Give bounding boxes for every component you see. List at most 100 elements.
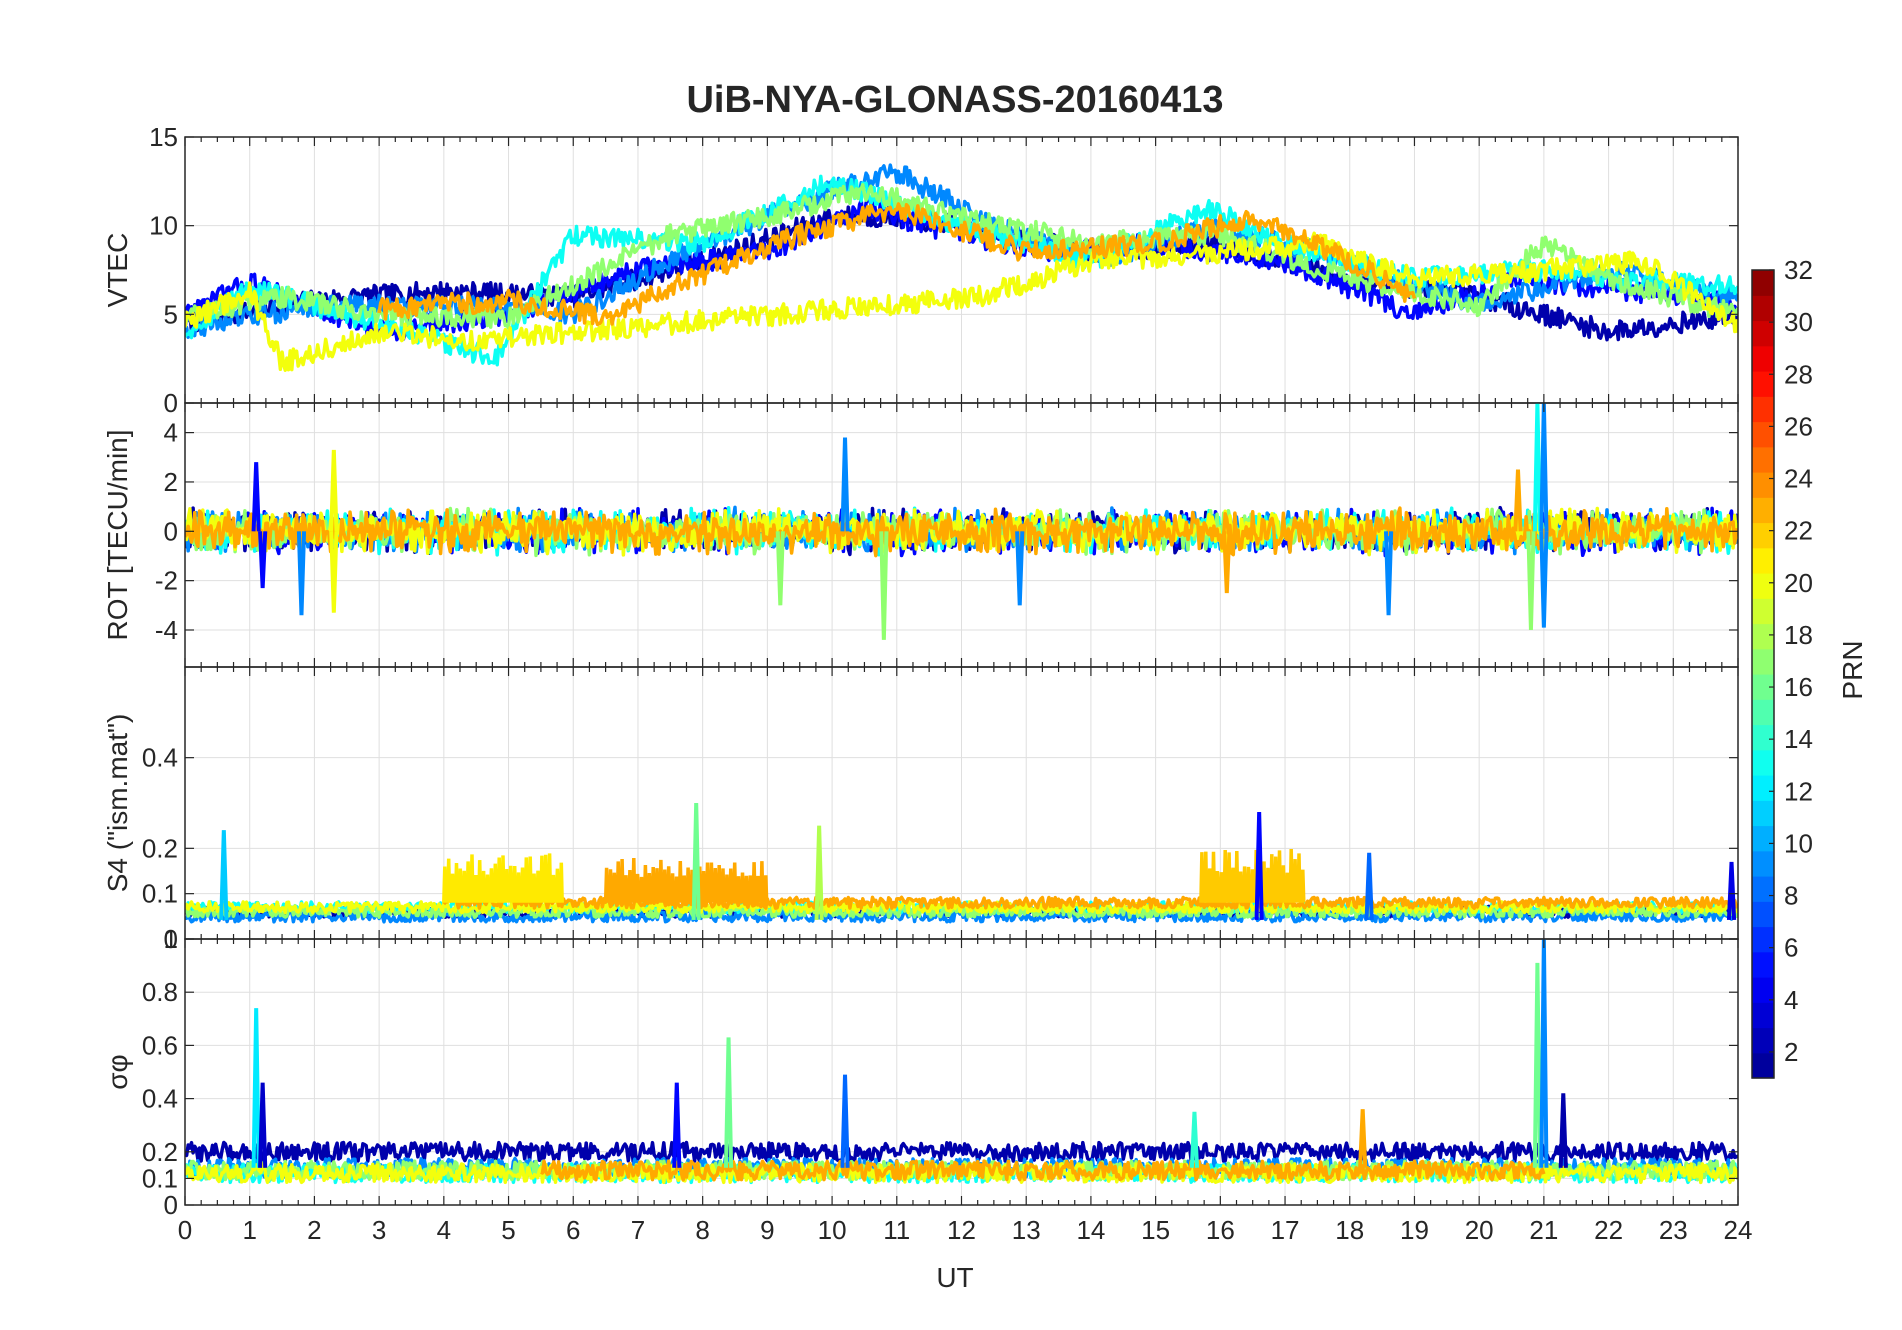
spike-trace xyxy=(1539,531,1549,628)
colorbar-segment xyxy=(1752,825,1774,852)
y-tick-label: 0 xyxy=(164,516,178,546)
x-tick-label: 13 xyxy=(1012,1215,1041,1245)
colorbar-tick-label: 2 xyxy=(1784,1037,1798,1067)
colorbar-segment xyxy=(1752,749,1774,776)
colorbar-segment xyxy=(1752,270,1774,296)
y-axis-label: S4 ("ism.mat") xyxy=(102,714,133,893)
y-tick-label: 0.1 xyxy=(142,879,178,909)
colorbar-tick-label: 14 xyxy=(1784,724,1813,754)
y-axis-label: ROT [TECU/min] xyxy=(102,429,133,640)
colorbar-segment xyxy=(1752,977,1774,1003)
burst-trace xyxy=(442,853,564,903)
spike-trace xyxy=(251,1008,261,1168)
x-tick-label: 12 xyxy=(947,1215,976,1245)
spike-trace xyxy=(879,531,889,640)
colorbar-tick-label: 28 xyxy=(1784,359,1813,389)
colorbar-segment xyxy=(1752,598,1774,625)
colorbar-tick-label: 4 xyxy=(1784,985,1798,1015)
spike-trace xyxy=(1015,531,1025,606)
colorbar-tick-label: 10 xyxy=(1784,828,1813,858)
x-tick-label: 9 xyxy=(760,1215,774,1245)
y-tick-label: 0 xyxy=(164,388,178,418)
y-tick-label: 0.6 xyxy=(142,1030,178,1060)
series-line xyxy=(185,1162,1738,1185)
spike-trace xyxy=(1558,1093,1568,1168)
colorbar-segment xyxy=(1752,472,1774,498)
y-tick-label: 0 xyxy=(164,1190,178,1220)
colorbar-tick-label: 22 xyxy=(1784,516,1813,546)
x-tick-label: 10 xyxy=(818,1215,847,1245)
series-line xyxy=(377,202,1417,327)
y-tick-label: 0.1 xyxy=(142,1163,178,1193)
colorbar-segment xyxy=(1752,497,1774,524)
colorbar-segment xyxy=(1752,648,1774,675)
spike-trace xyxy=(672,1082,682,1168)
spike-trace xyxy=(329,449,339,532)
series-line xyxy=(185,183,1738,330)
colorbar-tick-label: 26 xyxy=(1784,411,1813,441)
x-tick-label: 14 xyxy=(1076,1215,1105,1245)
y-tick-label: 10 xyxy=(149,211,178,241)
y-tick-label: -2 xyxy=(155,566,178,596)
y-tick-label: 2 xyxy=(164,467,178,497)
spike-trace xyxy=(1364,852,1374,921)
colorbar-segment xyxy=(1752,1002,1774,1029)
series-group xyxy=(185,163,1738,372)
y-tick-label: -4 xyxy=(155,615,178,645)
colorbar-segment xyxy=(1752,371,1774,397)
x-tick-label: 21 xyxy=(1529,1215,1558,1245)
spike-trace xyxy=(1726,861,1737,921)
spike-trace xyxy=(1513,469,1523,532)
tick-marks xyxy=(184,938,1739,1206)
y-tick-label: 0.4 xyxy=(142,743,178,773)
spike-trace xyxy=(1222,531,1232,594)
colorbar-segment xyxy=(1752,951,1774,978)
y-tick-label: 0.8 xyxy=(142,977,178,1007)
spike-trace xyxy=(840,437,850,532)
colorbar-segment xyxy=(1752,1027,1774,1054)
x-tick-label: 3 xyxy=(372,1215,386,1245)
colorbar-segment xyxy=(1752,623,1774,650)
panel-vtec: 0 5 10 15 VTEC xyxy=(102,122,1739,418)
x-tick-label: 19 xyxy=(1400,1215,1429,1245)
colorbar-segment xyxy=(1752,775,1774,801)
spike-trace xyxy=(296,531,307,616)
colorbar-tick-label: 18 xyxy=(1784,620,1813,650)
x-tick-label: 8 xyxy=(695,1215,709,1245)
colorbar-segment xyxy=(1752,295,1774,322)
series-line xyxy=(185,506,1738,558)
burst-trace xyxy=(603,857,769,903)
colorbar-segment xyxy=(1752,724,1774,751)
x-tick-label: 6 xyxy=(566,1215,580,1245)
colorbar-tick-label: 12 xyxy=(1784,776,1813,806)
spike-trace xyxy=(1539,939,1549,1168)
y-tick-label: 0.2 xyxy=(142,833,178,863)
colorbar-segment xyxy=(1752,674,1774,700)
series-group xyxy=(185,802,1738,924)
spike-trace xyxy=(775,531,785,606)
spike-trace xyxy=(723,1037,734,1168)
colorbar-segment xyxy=(1752,320,1774,347)
spike-trace xyxy=(1358,1109,1368,1168)
series-line xyxy=(185,231,1738,372)
x-tick-label: 0 xyxy=(178,1215,192,1245)
y-tick-label: 5 xyxy=(164,299,178,329)
colorbar-tick-label: 8 xyxy=(1784,881,1798,911)
spike-trace xyxy=(1254,812,1264,921)
spike-trace xyxy=(1532,403,1542,532)
colorbar-tick-label: 6 xyxy=(1784,933,1798,963)
spike-trace xyxy=(1532,962,1542,1168)
series-line xyxy=(185,1140,1738,1163)
y-tick-label: 0.2 xyxy=(142,1137,178,1167)
series-group xyxy=(185,939,1738,1185)
series-group xyxy=(185,403,1738,640)
colorbar-segment xyxy=(1752,876,1774,902)
x-tick-label: 16 xyxy=(1206,1215,1235,1245)
x-tick-label: 11 xyxy=(883,1215,910,1245)
spike-trace xyxy=(691,802,701,921)
x-tick-label: 17 xyxy=(1271,1215,1300,1245)
panel-s4: 0 0.1 0.2 0.4 S4 ("ism.mat") xyxy=(102,666,1739,954)
spike-trace xyxy=(1189,1111,1200,1168)
